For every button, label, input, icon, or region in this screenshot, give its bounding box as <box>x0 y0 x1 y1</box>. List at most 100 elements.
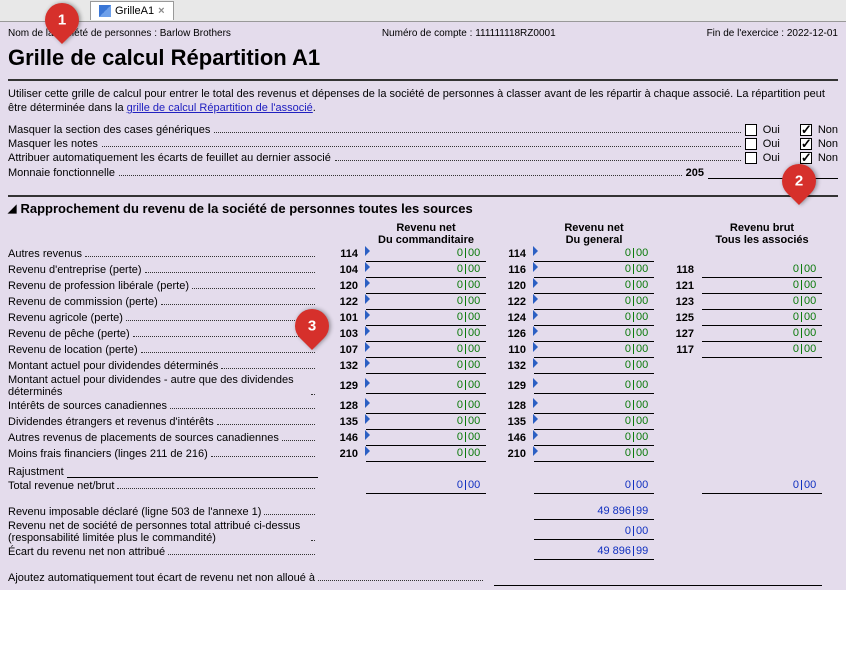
field-code: 117 <box>662 344 694 356</box>
ri-label: Revenu imposable déclaré (ligne 503 de l… <box>8 506 261 518</box>
auto-input[interactable] <box>494 570 822 586</box>
worksheet: Nom de la société de personnes : Barlow … <box>0 22 846 590</box>
amount-cell[interactable]: 000 <box>534 342 654 358</box>
amount-cell[interactable]: 000 <box>366 278 486 294</box>
row-label: Montant actuel pour dividendes déterminé… <box>8 360 318 372</box>
amount-cell[interactable]: 000 <box>534 430 654 446</box>
amount-cell[interactable]: 000 <box>534 378 654 394</box>
amount-cell[interactable]: 000 <box>366 446 486 462</box>
amount-cell[interactable]: 000 <box>366 310 486 326</box>
amount-cell[interactable]: 000 <box>534 278 654 294</box>
amount-cell[interactable]: 000 <box>366 414 486 430</box>
field-code: 210 <box>326 448 358 460</box>
amount-cell[interactable]: 000 <box>366 358 486 374</box>
amount-cell[interactable]: 000 <box>366 294 486 310</box>
marker-icon <box>533 326 538 336</box>
amount-cell[interactable]: 000 <box>366 246 486 262</box>
amount-cell[interactable]: 000 <box>702 262 822 278</box>
marker-icon <box>365 246 370 256</box>
non-checkbox[interactable] <box>800 152 812 164</box>
amount-cell[interactable]: 000 <box>702 310 822 326</box>
oui-checkbox[interactable] <box>745 138 757 150</box>
amount-cell[interactable]: 000 <box>366 398 486 414</box>
company-value: Barlow Brothers <box>160 28 231 39</box>
collapse-icon[interactable]: ◢ <box>8 202 16 215</box>
amount-cell[interactable]: 000 <box>702 326 822 342</box>
amount-cell[interactable]: 000 <box>366 378 486 394</box>
field-code: 135 <box>494 416 526 428</box>
field-code: 114 <box>326 248 358 260</box>
close-icon[interactable]: × <box>158 5 164 17</box>
field-code: 132 <box>494 360 526 372</box>
row-label: Revenu d'entreprise (perte) <box>8 264 318 276</box>
repartition-link[interactable]: grille de calcul Répartition de l'associ… <box>127 102 313 114</box>
monnaie-row: Monnaie fonctionnelle 205 <box>8 166 838 179</box>
field-code: 146 <box>326 432 358 444</box>
tab-bar: GrilleA1 × <box>0 0 846 22</box>
section-header[interactable]: ◢ Rapprochement du revenu de la société … <box>8 195 838 216</box>
amount-cell[interactable]: 000 <box>534 246 654 262</box>
monnaie-code: 205 <box>686 167 704 179</box>
row-label: Autres revenus <box>8 248 318 260</box>
marker-icon <box>365 294 370 304</box>
amount-cell[interactable]: 000 <box>366 262 486 278</box>
monnaie-label: Monnaie fonctionnelle <box>8 167 115 179</box>
marker-icon <box>533 398 538 408</box>
marker-icon <box>533 262 538 272</box>
rn-value[interactable]: 000 <box>534 524 654 540</box>
amount-cell[interactable]: 000 <box>534 358 654 374</box>
field-code: 114 <box>494 248 526 260</box>
option-label: Masquer la section des cases génériques <box>8 124 210 136</box>
ri-value[interactable]: 49 89699 <box>534 504 654 520</box>
option-row: Attribuer automatiquement les écarts de … <box>8 152 838 164</box>
row-label: Moins frais financiers (linges 211 de 21… <box>8 448 318 460</box>
total-c3[interactable]: 000 <box>702 478 822 494</box>
rajustment-row: Rajustment <box>8 462 318 478</box>
marker-icon <box>365 310 370 320</box>
amount-cell[interactable]: 000 <box>702 294 822 310</box>
amount-cell[interactable]: 000 <box>534 294 654 310</box>
marker-icon <box>365 342 370 352</box>
col3-header: Revenu brutTous les associés <box>702 222 822 246</box>
field-code: 123 <box>662 296 694 308</box>
amount-cell[interactable]: 000 <box>366 430 486 446</box>
options-box: Utiliser cette grille de calcul pour ent… <box>8 79 838 187</box>
tab-grillea1[interactable]: GrilleA1 × <box>90 1 174 20</box>
amount-cell[interactable]: 000 <box>366 326 486 342</box>
non-checkbox[interactable] <box>800 138 812 150</box>
oui-checkbox[interactable] <box>745 152 757 164</box>
non-checkbox[interactable] <box>800 124 812 136</box>
ec-label: Écart du revenu net non attribué <box>8 546 165 558</box>
oui-checkbox[interactable] <box>745 124 757 136</box>
amount-cell[interactable]: 000 <box>534 310 654 326</box>
field-code: 128 <box>326 400 358 412</box>
marker-icon <box>365 278 370 288</box>
field-code: 103 <box>326 328 358 340</box>
amount-cell[interactable]: 000 <box>534 446 654 462</box>
option-label: Attribuer automatiquement les écarts de … <box>8 152 331 164</box>
amount-cell[interactable]: 000 <box>534 326 654 342</box>
total-c1[interactable]: 000 <box>366 478 486 494</box>
marker-icon <box>533 378 538 388</box>
field-code: 146 <box>494 432 526 444</box>
row-label: Intérêts de sources canadiennes <box>8 400 318 412</box>
field-code: 121 <box>662 280 694 292</box>
amount-cell[interactable]: 000 <box>534 398 654 414</box>
amount-cell[interactable]: 000 <box>366 342 486 358</box>
field-code: 128 <box>494 400 526 412</box>
page-title: Grille de calcul Répartition A1 <box>8 45 838 71</box>
field-code: 110 <box>494 344 526 356</box>
marker-icon <box>365 430 370 440</box>
field-code: 135 <box>326 416 358 428</box>
amount-cell[interactable]: 000 <box>702 278 822 294</box>
account-value: 111111118RZ0001 <box>475 28 555 39</box>
monnaie-input[interactable] <box>708 166 838 179</box>
total-c2[interactable]: 000 <box>534 478 654 494</box>
rajustment-input[interactable] <box>67 462 318 478</box>
amount-cell[interactable]: 000 <box>534 414 654 430</box>
amount-cell[interactable]: 000 <box>702 342 822 358</box>
ec-value[interactable]: 49 89699 <box>534 544 654 560</box>
amount-cell[interactable]: 000 <box>534 262 654 278</box>
row-label: Dividendes étrangers et revenus d'intérê… <box>8 416 318 428</box>
marker-icon <box>533 342 538 352</box>
